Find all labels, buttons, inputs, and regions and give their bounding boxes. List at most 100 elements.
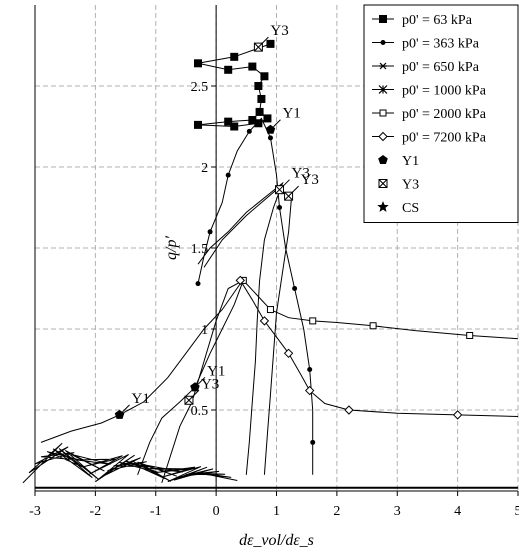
legend-label: p0' = 7200 kPa [402,131,487,146]
legend: p0' = 63 kPa p0' = 363 kPa p0' = 650 kPa p0… [363,4,519,223]
annotation-leader [261,36,269,45]
data-point [194,120,203,129]
series-line-6 [40,283,241,443]
x-tick-label: 0 [213,504,220,519]
data-point [194,59,203,68]
series-line-7 [137,280,244,475]
annotation-label: Y3 [270,23,288,39]
series-line-4 [242,280,519,340]
series-line-3 [203,189,293,475]
annotation-leader [291,185,299,194]
data-point [248,62,257,71]
data-point [255,107,264,116]
series-line-8 [161,279,244,484]
annotation-label: Y3 [201,376,219,392]
legend-label: p0' = 650 kPa [402,60,480,75]
data-point [225,172,231,178]
x-tick-label: -1 [150,504,162,519]
y-tick-label: 2 [201,161,208,176]
data-point [309,317,317,325]
x-tick-label: 2 [333,504,340,519]
data-point [224,117,233,126]
annotation-marker [190,382,200,392]
markers-group [194,39,474,445]
x-tick-label: -2 [90,504,102,519]
annotation-marker-hatch [254,42,263,52]
data-point [235,275,245,286]
data-point [224,65,233,74]
legend-label: p0' = 1000 kPa [402,84,487,99]
data-point [254,119,263,128]
data-point [260,72,269,81]
data-point [266,39,275,48]
y-tick-label: 1 [201,323,208,338]
annotation-marker [265,124,276,134]
data-point [283,348,294,359]
legend-label: CS [402,201,419,216]
data-point [246,128,252,134]
legend-marker [378,85,388,94]
legend-marker [377,201,389,212]
legend-marker-hatch [378,179,388,188]
x-tick-label: 1 [273,504,280,519]
legend-marker [379,109,387,117]
data-point [369,322,377,330]
data-point [230,52,239,61]
data-point [263,114,272,123]
data-point [304,385,315,396]
annotation-leader [191,389,200,398]
data-point [452,410,463,420]
axes-group: -3 -2 -1 0 1 2 3 4 5 0.5 1 1.5 2 2.5 dε_vol/dε_s q/p′ [29,5,519,549]
series-line-1 [197,117,314,475]
data-point [292,286,298,291]
annotation-label: Y1 [132,391,150,407]
legend-label: p0' = 363 kPa [402,37,480,52]
annotation-label: Y3 [301,172,319,188]
noise-band [22,442,238,484]
data-point [259,316,270,326]
annotation-label: Y1 [282,106,300,122]
annotation-leader [282,179,290,188]
annotation-leader [122,404,130,413]
series-line-5 [239,280,519,417]
y-axis-title: q/p′ [163,236,180,260]
legend-marker [378,155,388,164]
data-point [195,281,201,287]
x-axis-title: dε_vol/dε_s [239,532,314,549]
data-point [207,229,213,235]
data-point [307,367,313,372]
data-point [230,122,239,131]
data-point [254,82,263,90]
y-tick-label: 1.5 [191,242,209,257]
annotation-marker [114,409,125,419]
annotation-marker-hatch [184,395,194,405]
legend-label: Y3 [402,178,419,193]
data-point [310,439,316,445]
data-point [248,116,257,125]
annotation-leader [273,119,281,128]
x-tick-label: 4 [454,504,461,519]
legend-box [363,4,519,223]
legend-marker [379,62,387,70]
annotation-marker-hatch [284,191,293,201]
series-line-2 [197,181,284,475]
legend-label: Y1 [402,154,419,169]
x-tick-label: 5 [515,504,519,519]
legend-marker [380,40,386,45]
annotation-leader [197,376,206,385]
data-point [257,94,266,103]
data-point [344,405,354,415]
data-point [267,135,273,141]
legend-marker [379,15,387,23]
legend-marker [378,131,388,142]
data-point [266,306,274,314]
data-point [277,205,283,210]
annotation-label: Y3 [292,166,310,182]
legend-label: p0' = 2000 kPa [402,107,487,122]
x-tick-label: 3 [394,504,401,519]
legend-label: p0' = 63 kPa [402,13,473,28]
y-tick-label: 0.5 [191,404,209,419]
series-group [22,43,519,489]
